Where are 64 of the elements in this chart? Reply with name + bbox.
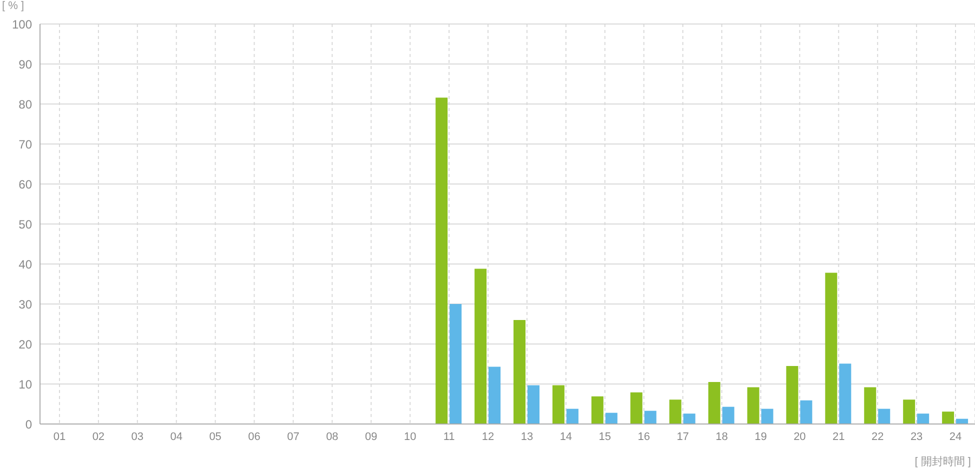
y-tick-label: 50 [18,217,32,232]
bar [800,400,812,424]
bar [488,366,501,424]
bar [878,408,890,424]
x-tick-label: 04 [170,430,182,443]
x-tick-label: 10 [404,430,416,443]
bar [917,414,930,424]
x-tick-label: 15 [598,430,612,443]
bar [722,406,734,424]
y-tick-label: 0 [25,417,32,432]
x-tick-label: 21 [832,430,845,443]
x-tick-label: 18 [716,430,728,443]
x-axis-title: [ 開封時間 ] [914,455,971,468]
x-tick-label: 01 [53,430,66,443]
y-tick-label: 80 [18,97,32,112]
bar [450,304,462,424]
bar [864,387,876,424]
x-tick-label: 06 [248,430,260,443]
bar [786,366,798,424]
x-tick-label: 09 [365,430,378,443]
y-tick-label: 10 [18,377,32,392]
bar [630,392,642,424]
bar [644,410,656,424]
x-tick-label: 02 [92,430,105,443]
x-tick-label: 19 [754,430,767,443]
y-tick-label: 70 [18,137,32,152]
bar [747,387,760,424]
bar [761,408,774,424]
bar [591,396,604,424]
y-tick-label: 90 [18,57,32,72]
bar [566,408,578,424]
bar [708,382,720,424]
x-tick-label: 12 [482,430,494,443]
bar [528,385,540,424]
x-tick-label: 11 [443,430,455,443]
bar [942,412,954,424]
x-tick-label: 05 [209,430,222,443]
bar [683,414,696,424]
x-tick-label: 13 [520,430,534,443]
y-tick-label: 100 [12,17,32,32]
x-tick-label: 24 [949,430,962,443]
bar [903,400,916,424]
bar [474,268,487,424]
x-tick-label: 14 [560,430,572,443]
y-tick-label: 30 [18,297,32,312]
bar [605,412,618,424]
y-tick-label: 20 [18,337,32,352]
x-tick-label: 03 [131,430,144,443]
x-tick-label: 23 [910,430,923,443]
x-tick-label: 22 [871,430,884,443]
x-tick-label: 16 [638,430,650,443]
x-tick-label: 17 [676,430,689,443]
x-tick-label: 08 [326,430,338,443]
bar [825,272,838,424]
bar [839,364,852,424]
y-tick-label: 40 [18,257,32,272]
bar [436,98,448,424]
bar [669,400,682,424]
bar [514,320,526,424]
y-axis-title: [ % ] [2,0,24,12]
y-tick-label: 60 [18,177,32,192]
bar [552,385,564,424]
x-tick-label: 20 [794,430,806,443]
x-tick-label: 07 [287,430,300,443]
